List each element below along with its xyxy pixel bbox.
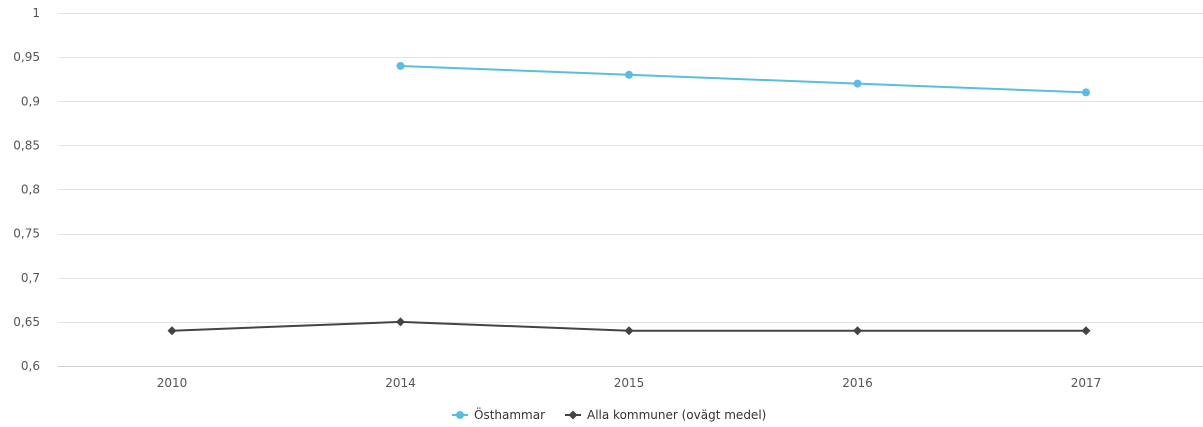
series-group bbox=[167, 61, 1091, 336]
data-point[interactable] bbox=[624, 326, 634, 336]
data-point[interactable] bbox=[167, 326, 177, 336]
y-tick-label: 0,8 bbox=[21, 183, 40, 197]
y-axis: 0,6 0,65 0,7 0,75 0,8 0,85 0,9 0,95 1 bbox=[13, 6, 40, 373]
x-axis: 2010 2014 2015 2016 2017 bbox=[157, 376, 1102, 390]
x-tick-label: 2016 bbox=[842, 376, 873, 390]
data-point[interactable] bbox=[1082, 88, 1090, 97]
legend-label: Östhammar bbox=[474, 406, 545, 422]
y-tick-label: 0,85 bbox=[13, 138, 40, 152]
legend-item[interactable]: Östhammar bbox=[452, 406, 545, 422]
y-tick-label: 0,7 bbox=[21, 271, 40, 285]
data-point[interactable] bbox=[396, 61, 405, 70]
y-tick-label: 0,95 bbox=[13, 50, 40, 64]
legend-label: Alla kommuner (ovägt medel) bbox=[587, 408, 766, 422]
series-line bbox=[400, 64, 1087, 94]
legend-marker bbox=[456, 411, 464, 419]
y-tick-label: 0,6 bbox=[21, 359, 40, 373]
y-tick-label: 0,65 bbox=[13, 315, 40, 329]
x-tick-label: 2017 bbox=[1071, 376, 1102, 390]
legend-item[interactable]: Alla kommuner (ovägt medel) bbox=[565, 408, 766, 422]
legend-marker bbox=[568, 410, 578, 420]
y-tick-label: 1 bbox=[32, 6, 40, 20]
x-tick-label: 2015 bbox=[614, 376, 645, 390]
legend[interactable]: Östhammar Alla kommuner (ovägt medel) bbox=[452, 406, 766, 422]
series-osthammar[interactable] bbox=[396, 61, 1091, 97]
y-tick-label: 0,9 bbox=[21, 94, 40, 108]
data-point[interactable] bbox=[853, 79, 862, 88]
data-point[interactable] bbox=[853, 326, 862, 336]
grid bbox=[58, 13, 1203, 367]
data-point[interactable] bbox=[396, 317, 405, 327]
x-tick-label: 2010 bbox=[157, 376, 188, 390]
data-point[interactable] bbox=[1081, 326, 1091, 336]
y-tick-label: 0,75 bbox=[13, 227, 40, 241]
x-tick-label: 2014 bbox=[385, 376, 416, 390]
series-alla-kommuner[interactable] bbox=[167, 317, 1091, 336]
data-point[interactable] bbox=[625, 70, 633, 79]
